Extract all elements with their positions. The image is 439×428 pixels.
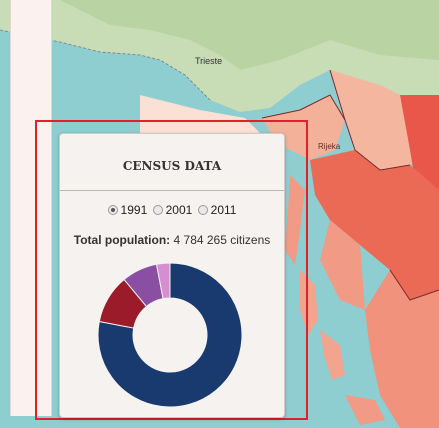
panel-title: CENSUS DATA (60, 134, 284, 191)
census-panel: CENSUS DATA 1991 2001 2011 Total populat… (59, 133, 285, 418)
population-value: 4 784 265 citizens (173, 233, 271, 247)
radio-1991[interactable] (107, 205, 118, 215)
left-sidebar-strip[interactable] (10, 0, 52, 416)
donut-slice-3[interactable] (155, 262, 171, 300)
year-option-2011[interactable]: 2011 (197, 203, 237, 217)
radio-2011[interactable] (197, 205, 208, 215)
population-line: Total population: 4 784 265 citizens (60, 233, 284, 247)
population-label: Total population: (73, 233, 171, 247)
map-label-trieste: Trieste (195, 56, 222, 66)
year-label-1991: 1991 (120, 203, 148, 217)
year-label-2001: 2001 (165, 203, 193, 217)
donut-slice-0[interactable] (97, 262, 243, 408)
year-option-2001[interactable]: 2001 (152, 203, 193, 217)
radio-2001[interactable] (152, 205, 163, 215)
highlight-box (35, 120, 308, 420)
population-donut-chart (97, 262, 243, 408)
map-label-rijeka: Rijeka (318, 142, 341, 151)
year-selector: 1991 2001 2011 (60, 203, 284, 218)
year-option-1991[interactable]: 1991 (107, 203, 148, 217)
year-label-2011: 2011 (210, 203, 237, 217)
